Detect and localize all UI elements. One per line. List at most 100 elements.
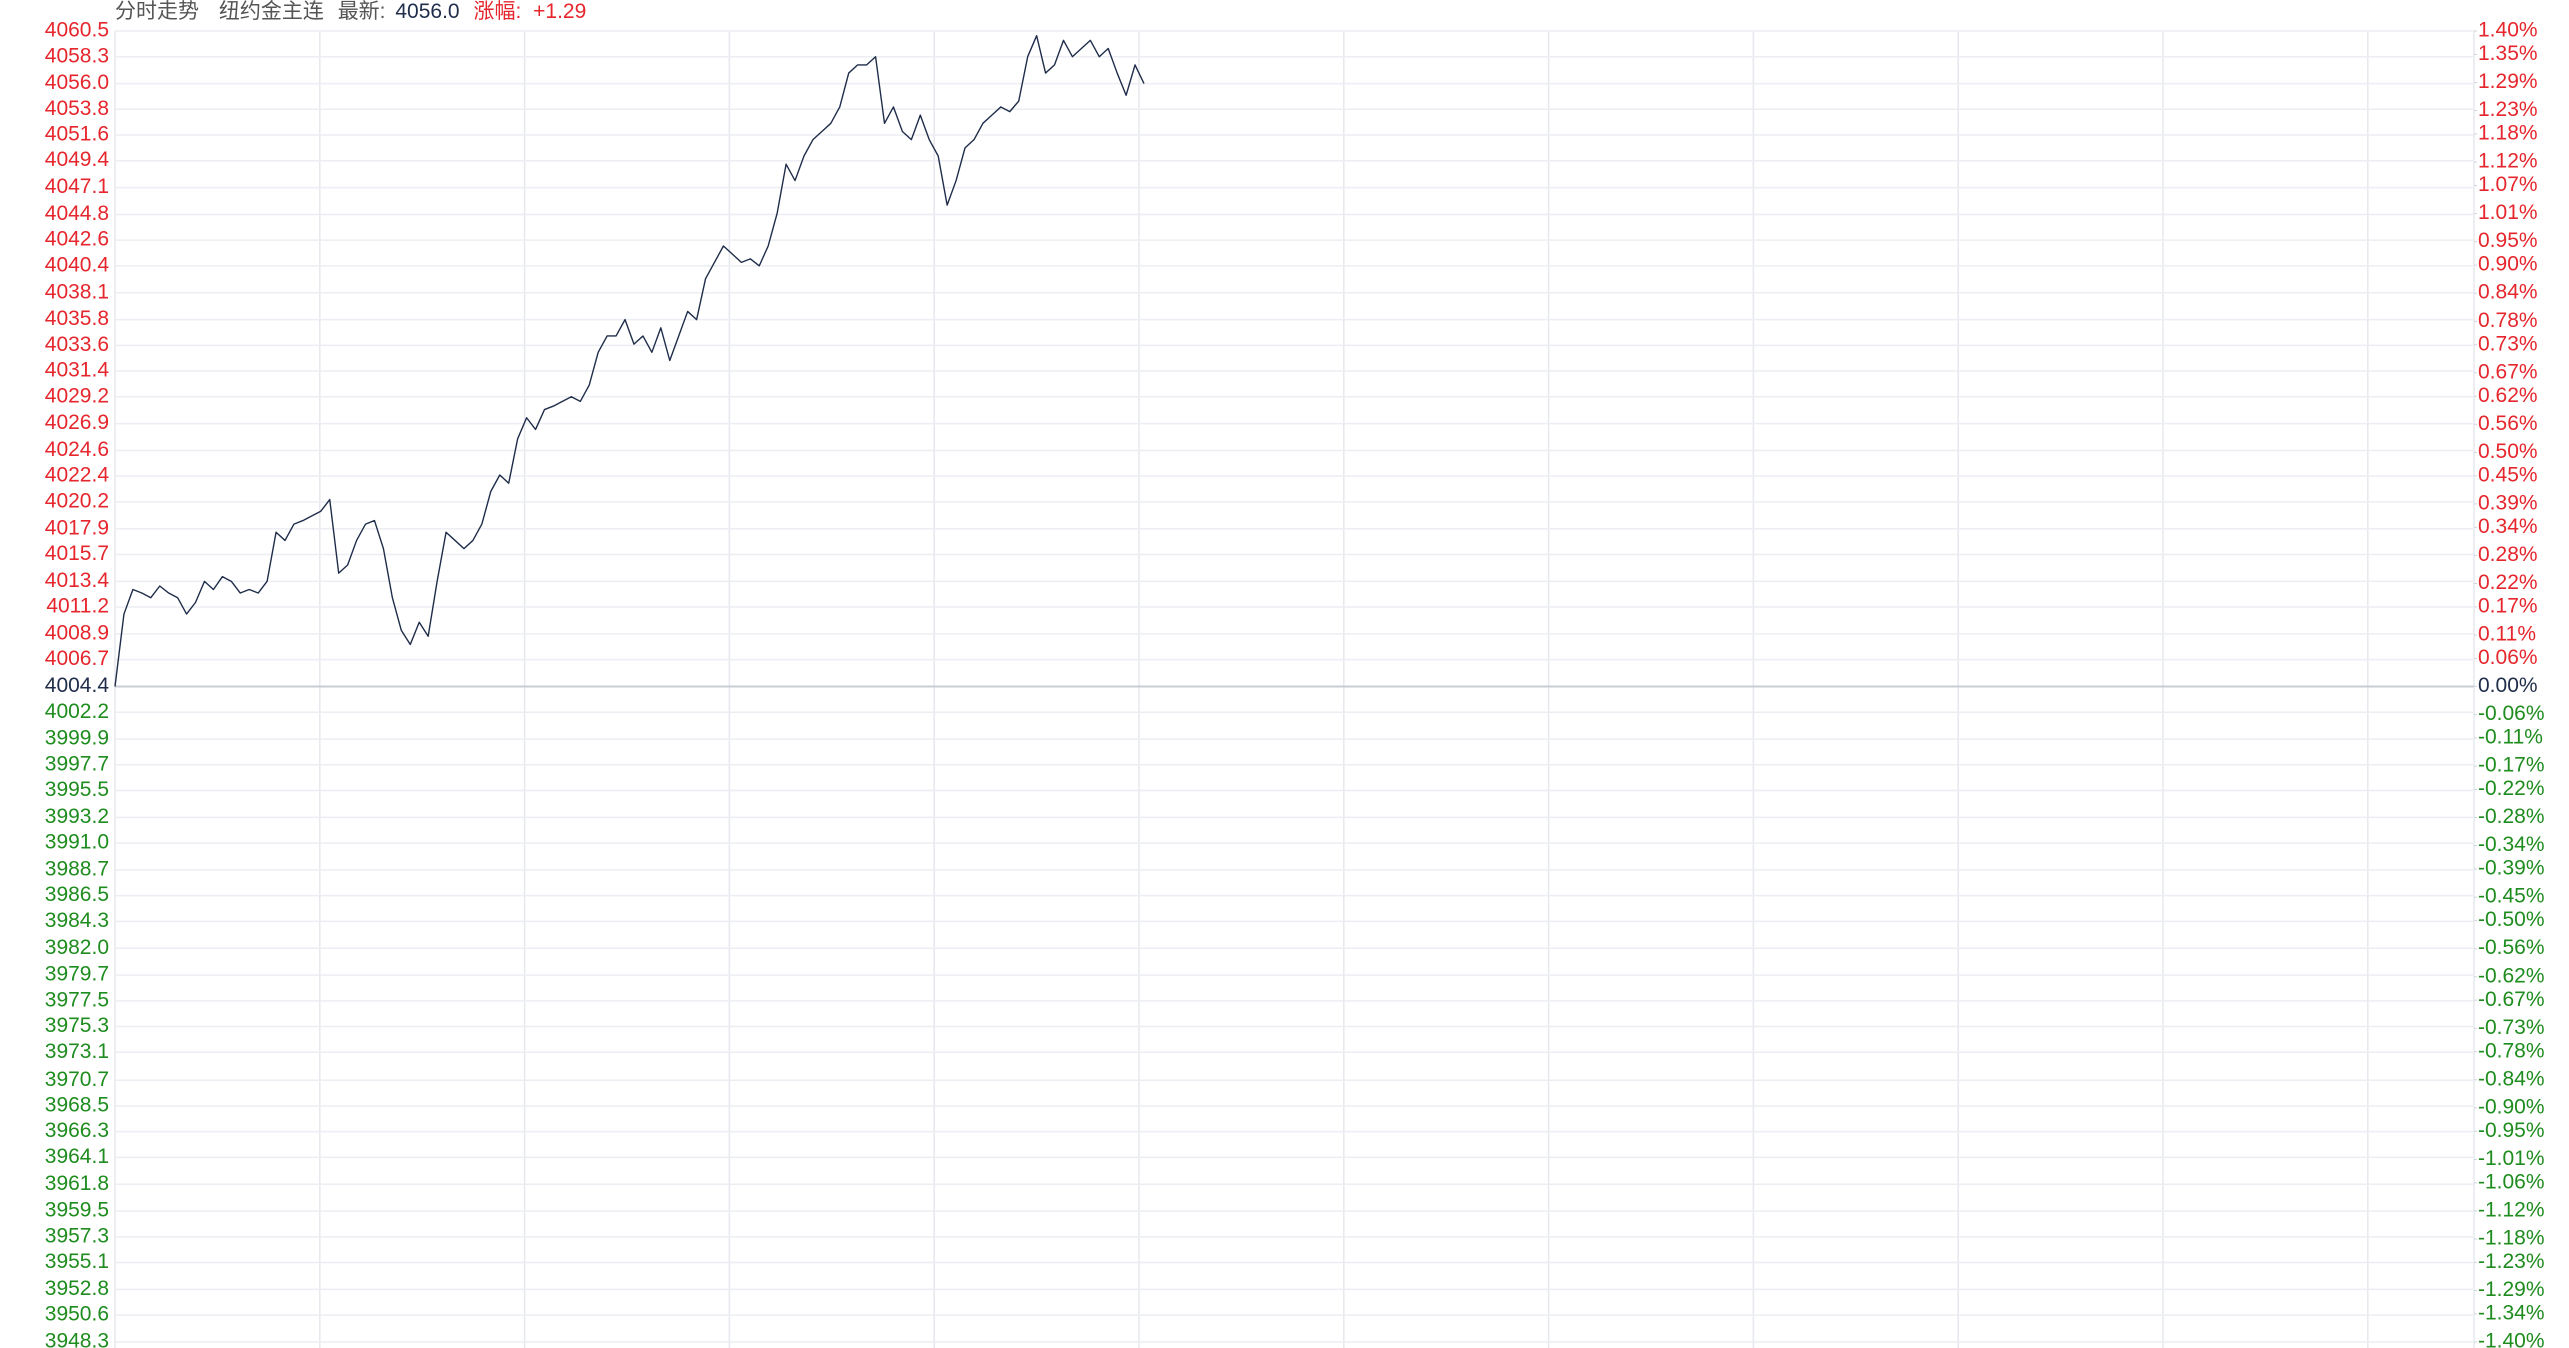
y2-tick-label: -0.73%	[2478, 1016, 2545, 1039]
y-tick-label: 3948.3	[45, 1330, 109, 1348]
y-tick-label: 3950.6	[45, 1303, 109, 1326]
y2-tick-label: 1.40%	[2478, 19, 2538, 42]
header: 分时走势 纽约金主连 最新: 4056.0 涨幅: +1.29	[115, 0, 586, 23]
y-tick-label: 4015.7	[45, 542, 109, 565]
y2-tick-label: 0.34%	[2478, 515, 2538, 538]
y2-tick-label: -1.29%	[2478, 1278, 2545, 1301]
y-tick-label: 3993.2	[45, 805, 109, 828]
y-tick-label: 3955.1	[45, 1250, 109, 1273]
change-label: 涨幅:	[473, 0, 521, 23]
y2-tick-label: -0.90%	[2478, 1095, 2545, 1118]
y2-tick-label: -1.06%	[2478, 1170, 2545, 1193]
y2-tick-label: -1.34%	[2478, 1301, 2545, 1324]
y-tick-label: 3970.7	[45, 1068, 109, 1091]
y2-tick-label: 1.35%	[2478, 42, 2538, 65]
y2-tick-label: -1.40%	[2478, 1330, 2545, 1348]
y-tick-label: 3991.0	[45, 831, 109, 854]
y-tick-label: 3979.7	[45, 963, 109, 986]
y2-tick-label: 0.17%	[2478, 594, 2538, 617]
y-tick-label: 4011.2	[46, 595, 109, 618]
y-tick-label: 4051.6	[45, 123, 109, 146]
y-tick-label: 3968.5	[45, 1094, 109, 1117]
y-tick-label: 4038.1	[45, 280, 109, 303]
vertical-grid	[114, 31, 2475, 1348]
y2-tick-label: -0.84%	[2478, 1067, 2545, 1090]
y-tick-label: 3995.5	[45, 778, 109, 801]
y2-tick-label: 1.23%	[2478, 98, 2538, 121]
y-tick-label: 4058.3	[45, 44, 109, 67]
y2-tick-label: 0.45%	[2478, 463, 2538, 486]
y-tick-label: 4049.4	[45, 148, 110, 171]
y-tick-label: 3988.7	[45, 857, 109, 880]
y2-tick-label: 1.01%	[2478, 201, 2538, 224]
y2-tick-label: -0.78%	[2478, 1039, 2545, 1062]
y-tick-label: 3966.3	[45, 1119, 109, 1142]
y-tick-label: 4008.9	[45, 621, 109, 644]
y2-tick-label: -1.23%	[2478, 1250, 2545, 1273]
y2-tick-label: -1.18%	[2478, 1227, 2545, 1250]
y2-tick-label: -0.22%	[2478, 777, 2545, 800]
y-tick-label: 4013.4	[45, 569, 110, 592]
y-tick-label: 4022.4	[45, 464, 110, 487]
price-line	[114, 34, 1145, 687]
y2-tick-label: -0.34%	[2478, 833, 2545, 856]
y2-tick-label: 0.39%	[2478, 491, 2538, 514]
y-tick-label: 3997.7	[45, 752, 109, 775]
y2-tick-label: 0.50%	[2478, 440, 2538, 463]
y2-tick-label: -0.11%	[2478, 726, 2543, 749]
chart-title: 分时走势	[115, 0, 199, 23]
y2-tick-label: -0.28%	[2478, 805, 2545, 828]
y-tick-label: 4040.4	[45, 253, 110, 276]
y-tick-label: 3952.8	[45, 1277, 109, 1300]
y-tick-label: 3977.5	[45, 988, 109, 1011]
y-tick-label: 4004.4	[45, 674, 110, 697]
y2-tick-label: -0.39%	[2478, 857, 2545, 880]
y-tick-label: 3959.5	[45, 1199, 109, 1222]
latest-label: 最新:	[338, 0, 386, 23]
y-tick-label: 3961.8	[45, 1172, 109, 1195]
y2-tick-label: -0.50%	[2478, 908, 2545, 931]
y2-tick-label: -0.45%	[2478, 885, 2545, 908]
instrument-name: 纽约金主连	[219, 0, 324, 23]
y-tick-label: 3975.3	[45, 1014, 109, 1037]
y-tick-label: 4033.6	[45, 333, 109, 356]
y2-tick-label: -0.06%	[2478, 702, 2545, 725]
y-tick-label: 4029.2	[45, 384, 109, 407]
y-tick-label: 4006.7	[45, 647, 109, 670]
y-tick-label: 3964.1	[45, 1145, 109, 1168]
y-tick-label: 4020.2	[45, 489, 109, 512]
y-tick-label: 4044.8	[45, 202, 109, 225]
y-tick-label: 4024.6	[45, 438, 109, 461]
y-tick-label: 3982.0	[45, 936, 109, 959]
y2-tick-label: -1.01%	[2478, 1147, 2545, 1170]
y-tick-label: 4035.8	[45, 307, 109, 330]
y2-tick-label: -0.67%	[2478, 988, 2545, 1011]
y-tick-label: 3999.9	[45, 727, 109, 750]
y2-tick-label: 1.07%	[2478, 173, 2538, 196]
y2-tick-label: 0.00%	[2478, 674, 2538, 697]
y2-tick-label: -0.17%	[2478, 754, 2545, 777]
y-tick-label: 4031.4	[45, 359, 110, 382]
y2-tick-label: 0.67%	[2478, 360, 2538, 383]
y2-tick-label: 0.73%	[2478, 332, 2538, 355]
y2-tick-label: 0.78%	[2478, 309, 2538, 332]
horizontal-grid	[115, 30, 2474, 1343]
y2-tick-label: -0.95%	[2478, 1119, 2545, 1142]
y-tick-label: 4060.5	[45, 19, 109, 42]
y2-tick-label: 0.56%	[2478, 412, 2538, 435]
latest-price: 4056.0	[395, 0, 459, 23]
y-tick-label: 3984.3	[45, 909, 109, 932]
y2-tick-label: 0.22%	[2478, 571, 2538, 594]
y2-tick-label: 0.95%	[2478, 229, 2538, 252]
y2-tick-label: 1.18%	[2478, 122, 2538, 145]
y-tick-label: 4047.1	[45, 175, 109, 198]
y2-tick-label: 1.29%	[2478, 70, 2538, 93]
y-tick-label: 4056.0	[45, 71, 109, 94]
y2-tick-label: -0.56%	[2478, 936, 2545, 959]
y-tick-label: 3973.1	[45, 1040, 109, 1063]
y-tick-label: 4042.6	[45, 228, 109, 251]
y2-tick-label: 0.28%	[2478, 543, 2538, 566]
y-tick-label: 4002.2	[45, 700, 109, 723]
y2-tick-label: 0.84%	[2478, 281, 2538, 304]
y-tick-label: 3986.5	[45, 883, 109, 906]
